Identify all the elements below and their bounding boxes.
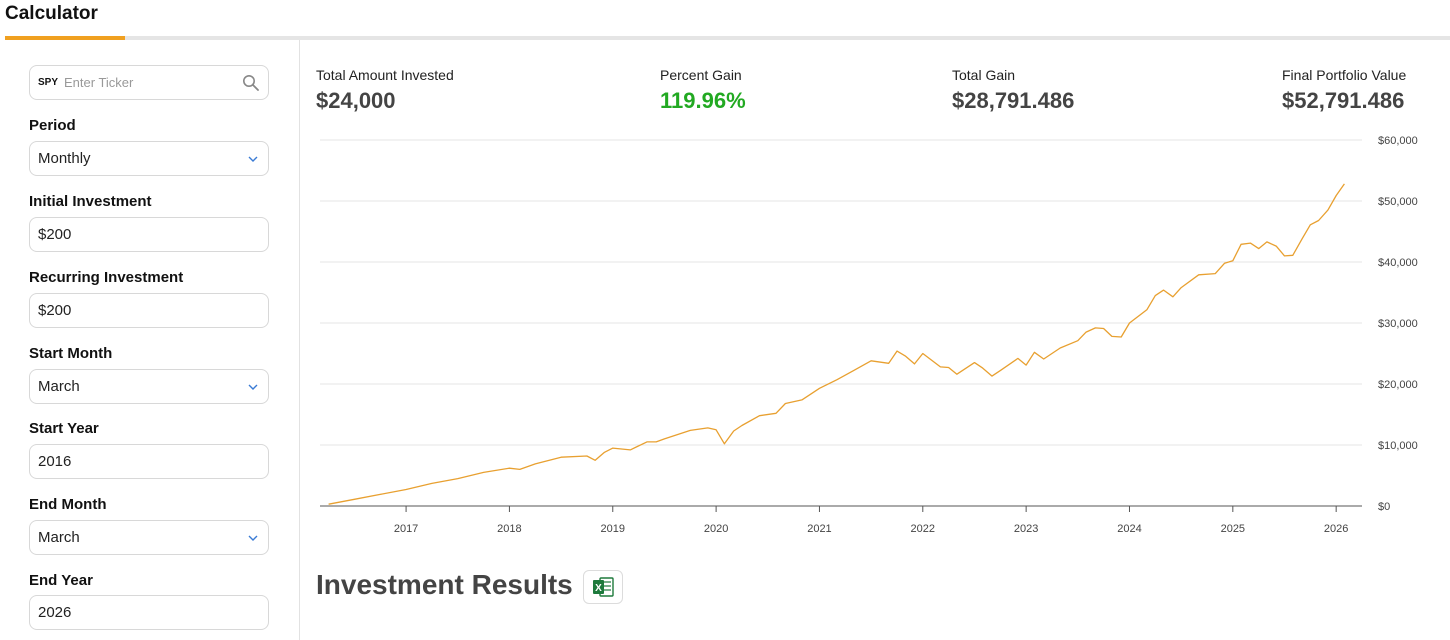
y-tick-label: $20,000 bbox=[1378, 379, 1418, 391]
investment-results-title: Investment Results bbox=[316, 569, 573, 600]
stat-final-value-label: Final Portfolio Value bbox=[1282, 67, 1407, 83]
period-label: Period bbox=[29, 117, 76, 134]
portfolio-value-line bbox=[328, 183, 1345, 505]
period-select[interactable]: Monthly bbox=[29, 141, 269, 176]
stat-total-invested-value: $24,000 bbox=[316, 88, 396, 113]
title-divider bbox=[5, 36, 1450, 40]
stat-percent-gain-value: 119.96% bbox=[660, 88, 746, 113]
start-month-label: Start Month bbox=[29, 345, 113, 362]
recurring-investment-value: $200 bbox=[38, 302, 72, 319]
end-month-select[interactable]: March bbox=[29, 520, 269, 555]
chevron-down-icon bbox=[248, 384, 258, 390]
end-year-value: 2026 bbox=[38, 604, 72, 621]
start-year-value: 2016 bbox=[38, 453, 72, 470]
x-tick-label: 2022 bbox=[911, 523, 935, 535]
end-year-field[interactable]: 2026 bbox=[29, 595, 269, 630]
stat-final-value-value: $52,791.486 bbox=[1282, 88, 1405, 113]
stat-total-gain-label: Total Gain bbox=[952, 67, 1016, 83]
stat-total-invested-label: Total Amount Invested bbox=[316, 67, 454, 83]
initial-investment-field[interactable]: $200 bbox=[29, 217, 269, 252]
stat-percent-gain-label: Percent Gain bbox=[660, 67, 742, 83]
period-value: Monthly bbox=[38, 150, 91, 167]
stat-total-gain-value: $28,791.486 bbox=[952, 88, 1075, 113]
start-month-value: March bbox=[38, 378, 80, 395]
page-title: Calculator bbox=[5, 3, 98, 24]
x-tick-label: 2018 bbox=[497, 523, 521, 535]
x-tick-label: 2017 bbox=[394, 523, 418, 535]
ticker-prefix: SPY bbox=[38, 77, 59, 88]
svg-text:X: X bbox=[595, 583, 602, 594]
end-month-value: March bbox=[38, 529, 80, 546]
start-year-field[interactable]: 2016 bbox=[29, 444, 269, 479]
x-tick-label: 2020 bbox=[704, 523, 728, 535]
x-tick-label: 2023 bbox=[1014, 523, 1038, 535]
end-year-label: End Year bbox=[29, 572, 93, 589]
initial-investment-label: Initial Investment bbox=[29, 193, 152, 210]
y-tick-label: $40,000 bbox=[1378, 257, 1418, 269]
y-tick-label: $60,000 bbox=[1378, 135, 1418, 147]
end-month-label: End Month bbox=[29, 496, 107, 513]
ticker-input[interactable] bbox=[64, 75, 225, 90]
portfolio-value-line-chart: $0 $10,000 $20,000 $30,000 $40,000 $50,000 $60… bbox=[320, 135, 1418, 535]
y-tick-label: $50,000 bbox=[1378, 196, 1418, 208]
chevron-down-icon bbox=[248, 535, 258, 541]
start-month-select[interactable]: March bbox=[29, 369, 269, 404]
x-tick-label: 2025 bbox=[1221, 523, 1245, 535]
calculator-sidebar bbox=[0, 40, 300, 640]
x-tick-label: 2026 bbox=[1324, 523, 1348, 535]
search-icon[interactable] bbox=[242, 74, 260, 92]
ticker-search-box[interactable]: SPY bbox=[29, 65, 269, 100]
y-tick-label: $10,000 bbox=[1378, 440, 1418, 452]
excel-icon: X bbox=[593, 577, 614, 597]
initial-investment-value: $200 bbox=[38, 226, 72, 243]
x-tick-label: 2024 bbox=[1117, 523, 1141, 535]
excel-export-button[interactable]: X bbox=[583, 570, 623, 604]
recurring-investment-field[interactable]: $200 bbox=[29, 293, 269, 328]
recurring-investment-label: Recurring Investment bbox=[29, 269, 184, 286]
start-year-label: Start Year bbox=[29, 420, 99, 437]
y-tick-label: $0 bbox=[1378, 501, 1390, 513]
x-tick-label: 2021 bbox=[807, 523, 831, 535]
x-tick-label: 2019 bbox=[601, 523, 625, 535]
title-accent-bar bbox=[5, 36, 125, 40]
chevron-down-icon bbox=[248, 156, 258, 162]
y-tick-label: $30,000 bbox=[1378, 318, 1418, 330]
